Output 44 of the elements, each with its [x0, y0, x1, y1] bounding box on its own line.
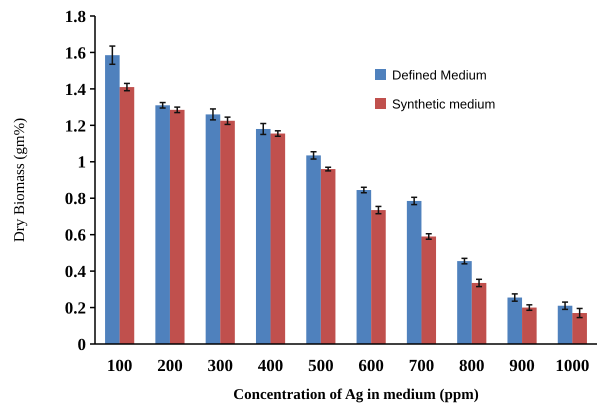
x-tick-label: 800 — [459, 356, 484, 375]
x-tick-label: 1000 — [555, 356, 590, 375]
y-axis-title: Dry Biomass (gm%) — [12, 118, 28, 242]
bar — [472, 282, 486, 344]
x-axis-title: Concentration of Ag in medium (ppm) — [233, 387, 479, 403]
bar — [256, 128, 271, 344]
y-tick-label: 1 — [78, 152, 86, 172]
x-tick-label: 500 — [308, 356, 334, 375]
x-tick-label: 100 — [106, 356, 132, 375]
bar — [320, 169, 336, 344]
x-tick-label: 600 — [358, 356, 384, 375]
bar — [306, 155, 321, 344]
x-tick-label: 400 — [258, 356, 284, 375]
bar — [522, 308, 537, 344]
y-tick-label: 1.4 — [64, 80, 86, 99]
bar — [507, 298, 522, 344]
y-tick-label: 1.8 — [64, 6, 86, 26]
bar — [170, 110, 185, 344]
y-tick-label: 0.2 — [64, 298, 86, 318]
bar — [421, 236, 436, 344]
y-tick-label: 0.6 — [64, 226, 86, 245]
bar — [220, 120, 235, 344]
bar — [206, 114, 220, 344]
bar — [406, 200, 422, 344]
bar — [371, 210, 386, 344]
bar — [572, 313, 587, 344]
bar — [120, 87, 134, 344]
y-tick-label: 0.8 — [64, 189, 86, 208]
bar — [457, 261, 472, 344]
legend-label: Defined Medium — [392, 68, 487, 83]
legend-label: Synthetic medium — [392, 96, 496, 112]
x-tick-label: 900 — [509, 356, 535, 375]
bar — [105, 55, 120, 344]
bar — [270, 134, 286, 344]
x-tick-label: 200 — [157, 356, 183, 375]
y-tick-label: 1.6 — [64, 43, 86, 62]
bar — [558, 306, 572, 344]
x-tick-label: 300 — [208, 356, 233, 375]
bar — [155, 105, 170, 344]
bar — [356, 190, 372, 344]
y-tick-label: 0.4 — [64, 262, 86, 282]
y-tick-label: 1.2 — [64, 116, 86, 136]
x-tick-label: 700 — [408, 356, 434, 375]
y-tick-label: 0 — [78, 334, 86, 354]
